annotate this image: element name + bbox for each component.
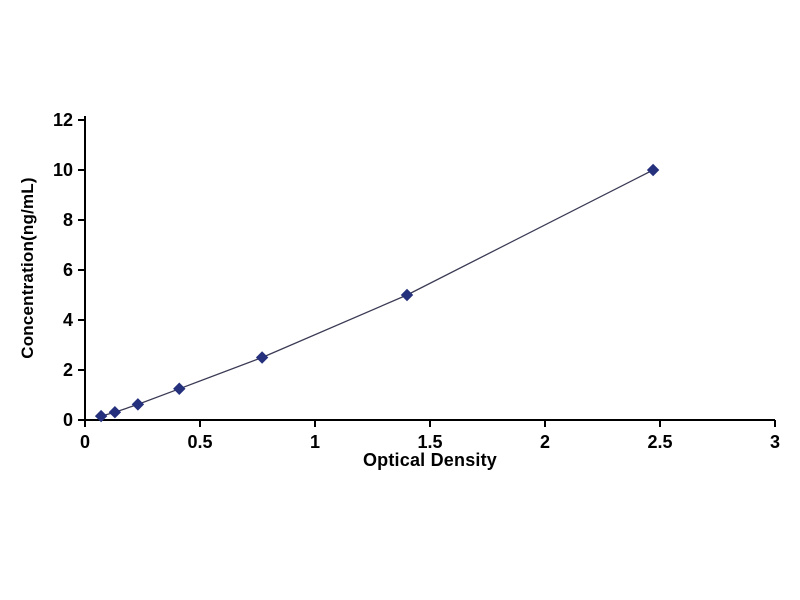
data-point-marker — [400, 288, 414, 302]
data-point-marker — [255, 351, 269, 364]
data-point-marker — [108, 405, 122, 419]
x-tick-label: 0 — [80, 432, 90, 452]
y-axis-title: Concentration(ng/mL) — [18, 177, 37, 359]
series-line — [100, 169, 654, 417]
y-tick-label: 4 — [63, 310, 73, 330]
y-tick-label: 0 — [63, 410, 73, 430]
x-axis-title: Optical Density — [362, 450, 498, 470]
x-tick-label: 0.5 — [187, 432, 212, 452]
x-tick-label: 1.5 — [417, 432, 442, 452]
x-tick-label: 2.5 — [647, 432, 672, 452]
x-tick-label: 3 — [770, 432, 780, 452]
y-tick-label: 8 — [63, 210, 73, 230]
data-point-marker — [94, 409, 108, 423]
x-tick-label: 1 — [310, 432, 320, 452]
y-tick-label: 10 — [53, 160, 73, 180]
y-tick-label: 12 — [53, 110, 73, 130]
x-tick-label: 2 — [540, 432, 550, 452]
y-tick-label: 6 — [63, 260, 73, 280]
data-point-marker — [646, 163, 660, 177]
data-point-marker — [131, 398, 145, 411]
data-point-marker — [173, 382, 186, 395]
y-tick-label: 2 — [63, 360, 73, 380]
